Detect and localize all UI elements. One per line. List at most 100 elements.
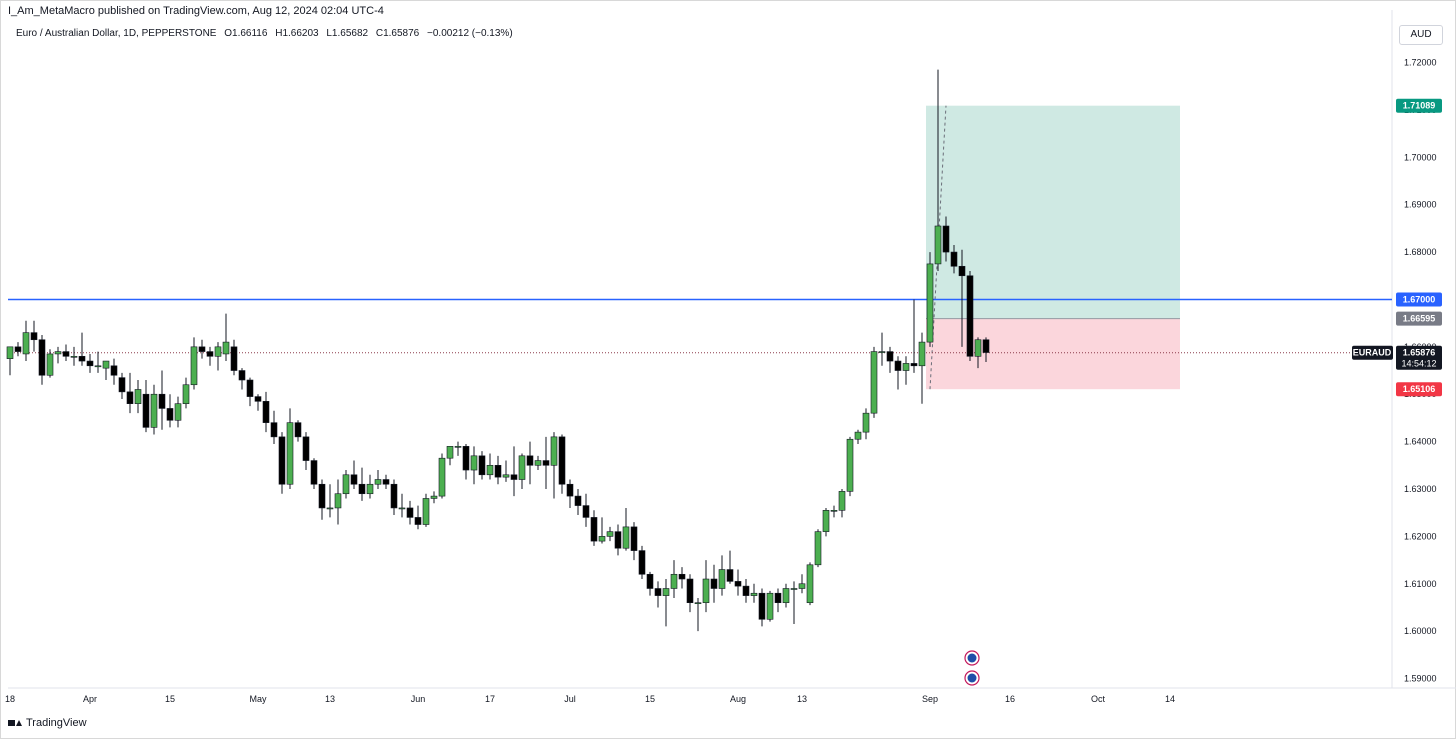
candle-body (726, 569, 734, 582)
candle-body (774, 592, 782, 604)
candle-body (310, 460, 318, 485)
candle-body (286, 422, 294, 485)
candle-body (670, 573, 678, 589)
candle-body (438, 457, 446, 497)
flag-icon (967, 673, 977, 683)
high-value: H1.66203 (275, 28, 319, 39)
candle-body (790, 588, 798, 590)
x-tick-label: 16 (1005, 694, 1015, 704)
candle-body (806, 564, 814, 604)
x-tick-label: 13 (325, 694, 335, 704)
candle-body (54, 351, 62, 355)
candle-body (334, 493, 342, 509)
candle-body (758, 592, 766, 620)
x-tick-label: 18 (5, 694, 15, 704)
candle-body (374, 479, 382, 485)
publisher-line: I_Am_MetaMacro published on TradingView.… (8, 5, 384, 17)
x-tick-label: 14 (1165, 694, 1175, 704)
candle-body (798, 583, 806, 589)
candle-body (854, 431, 862, 440)
candle-body (694, 602, 702, 605)
y-tick-label: 1.62000 (1404, 531, 1437, 541)
candle-body (862, 412, 870, 433)
low-value: L1.65682 (326, 28, 369, 39)
symbol-name[interactable]: Euro / Australian Dollar, 1D, PEPPERSTON… (16, 28, 217, 39)
candle-body (718, 569, 726, 589)
candle-body (254, 396, 262, 402)
candle-body (590, 517, 598, 542)
candle-body (302, 436, 310, 461)
candle-body (278, 436, 286, 485)
candle-body (462, 446, 470, 471)
candle-body (398, 507, 406, 510)
last-price-tag-bg (1396, 345, 1442, 370)
candle-body (622, 526, 630, 549)
candle-body (358, 483, 366, 495)
target-zone (926, 105, 1180, 319)
candle-body (950, 251, 958, 267)
symbol-legend: Euro / Australian Dollar, 1D, PEPPERSTON… (16, 28, 518, 39)
y-tick-label: 1.72000 (1404, 58, 1437, 68)
x-tick-label: Aug (730, 694, 746, 704)
x-tick-label: Sep (922, 694, 938, 704)
brand-label: TradingView (26, 717, 87, 729)
x-tick-label: Oct (1091, 694, 1106, 704)
candle-body (550, 436, 558, 466)
candle-body (558, 436, 566, 485)
x-tick-label: 15 (165, 694, 175, 704)
entry-price-tag-bg (1396, 311, 1442, 326)
x-tick-label: 15 (645, 694, 655, 704)
candle-body (110, 365, 118, 376)
candle-body (574, 495, 582, 506)
y-tick-label: 1.64000 (1404, 437, 1437, 447)
candle-body (910, 363, 918, 367)
y-tick-label: 1.61000 (1404, 579, 1437, 589)
y-tick-label: 1.59000 (1404, 674, 1437, 684)
candle-body (742, 585, 750, 596)
candle-body (886, 351, 894, 362)
currency-button[interactable]: AUD (1399, 25, 1443, 45)
candle-body (366, 483, 374, 495)
candle-body (902, 363, 910, 371)
candle-body (654, 588, 662, 596)
candle-body (734, 581, 742, 587)
y-tick-label: 1.69000 (1404, 200, 1437, 210)
open-value: O1.66116 (224, 28, 268, 39)
candle-body (390, 483, 398, 509)
candle-body (510, 474, 518, 480)
x-tick-label: May (249, 694, 267, 704)
candle-body (174, 403, 182, 421)
symbol-tag: EURAUD (1353, 348, 1392, 358)
y-tick-label: 1.70000 (1404, 152, 1437, 162)
candle-body (22, 332, 30, 355)
candle-body (246, 379, 254, 397)
candle-body (326, 507, 334, 510)
candle-body (470, 455, 478, 471)
candle-body (414, 517, 422, 525)
position-path-line (929, 105, 947, 390)
horizontal-line-price-tag: 1.67000 (1403, 294, 1436, 304)
candle-body (430, 495, 438, 499)
candle-body (270, 422, 278, 438)
candle-body (638, 550, 646, 575)
close-value: C1.65876 (375, 28, 420, 39)
candle-body (422, 498, 430, 525)
tradingview-logo: TradingView (8, 717, 87, 729)
countdown-label: 14:54:12 (1401, 359, 1436, 369)
candle-body (702, 578, 710, 604)
candle-body (478, 455, 486, 476)
candle-body (198, 346, 206, 352)
candle-body (542, 460, 550, 466)
candle-body (662, 588, 670, 596)
candle-body (142, 393, 150, 428)
candle-body (62, 351, 70, 357)
candle-body (86, 360, 94, 367)
x-tick-label: Jul (564, 694, 576, 704)
candle-body (974, 339, 982, 357)
candle-body (870, 351, 878, 414)
candle-body (822, 510, 830, 532)
target-price-tag: 1.71089 (1403, 101, 1436, 111)
candle-body (406, 507, 414, 518)
y-tick-label: 1.68000 (1404, 247, 1437, 257)
